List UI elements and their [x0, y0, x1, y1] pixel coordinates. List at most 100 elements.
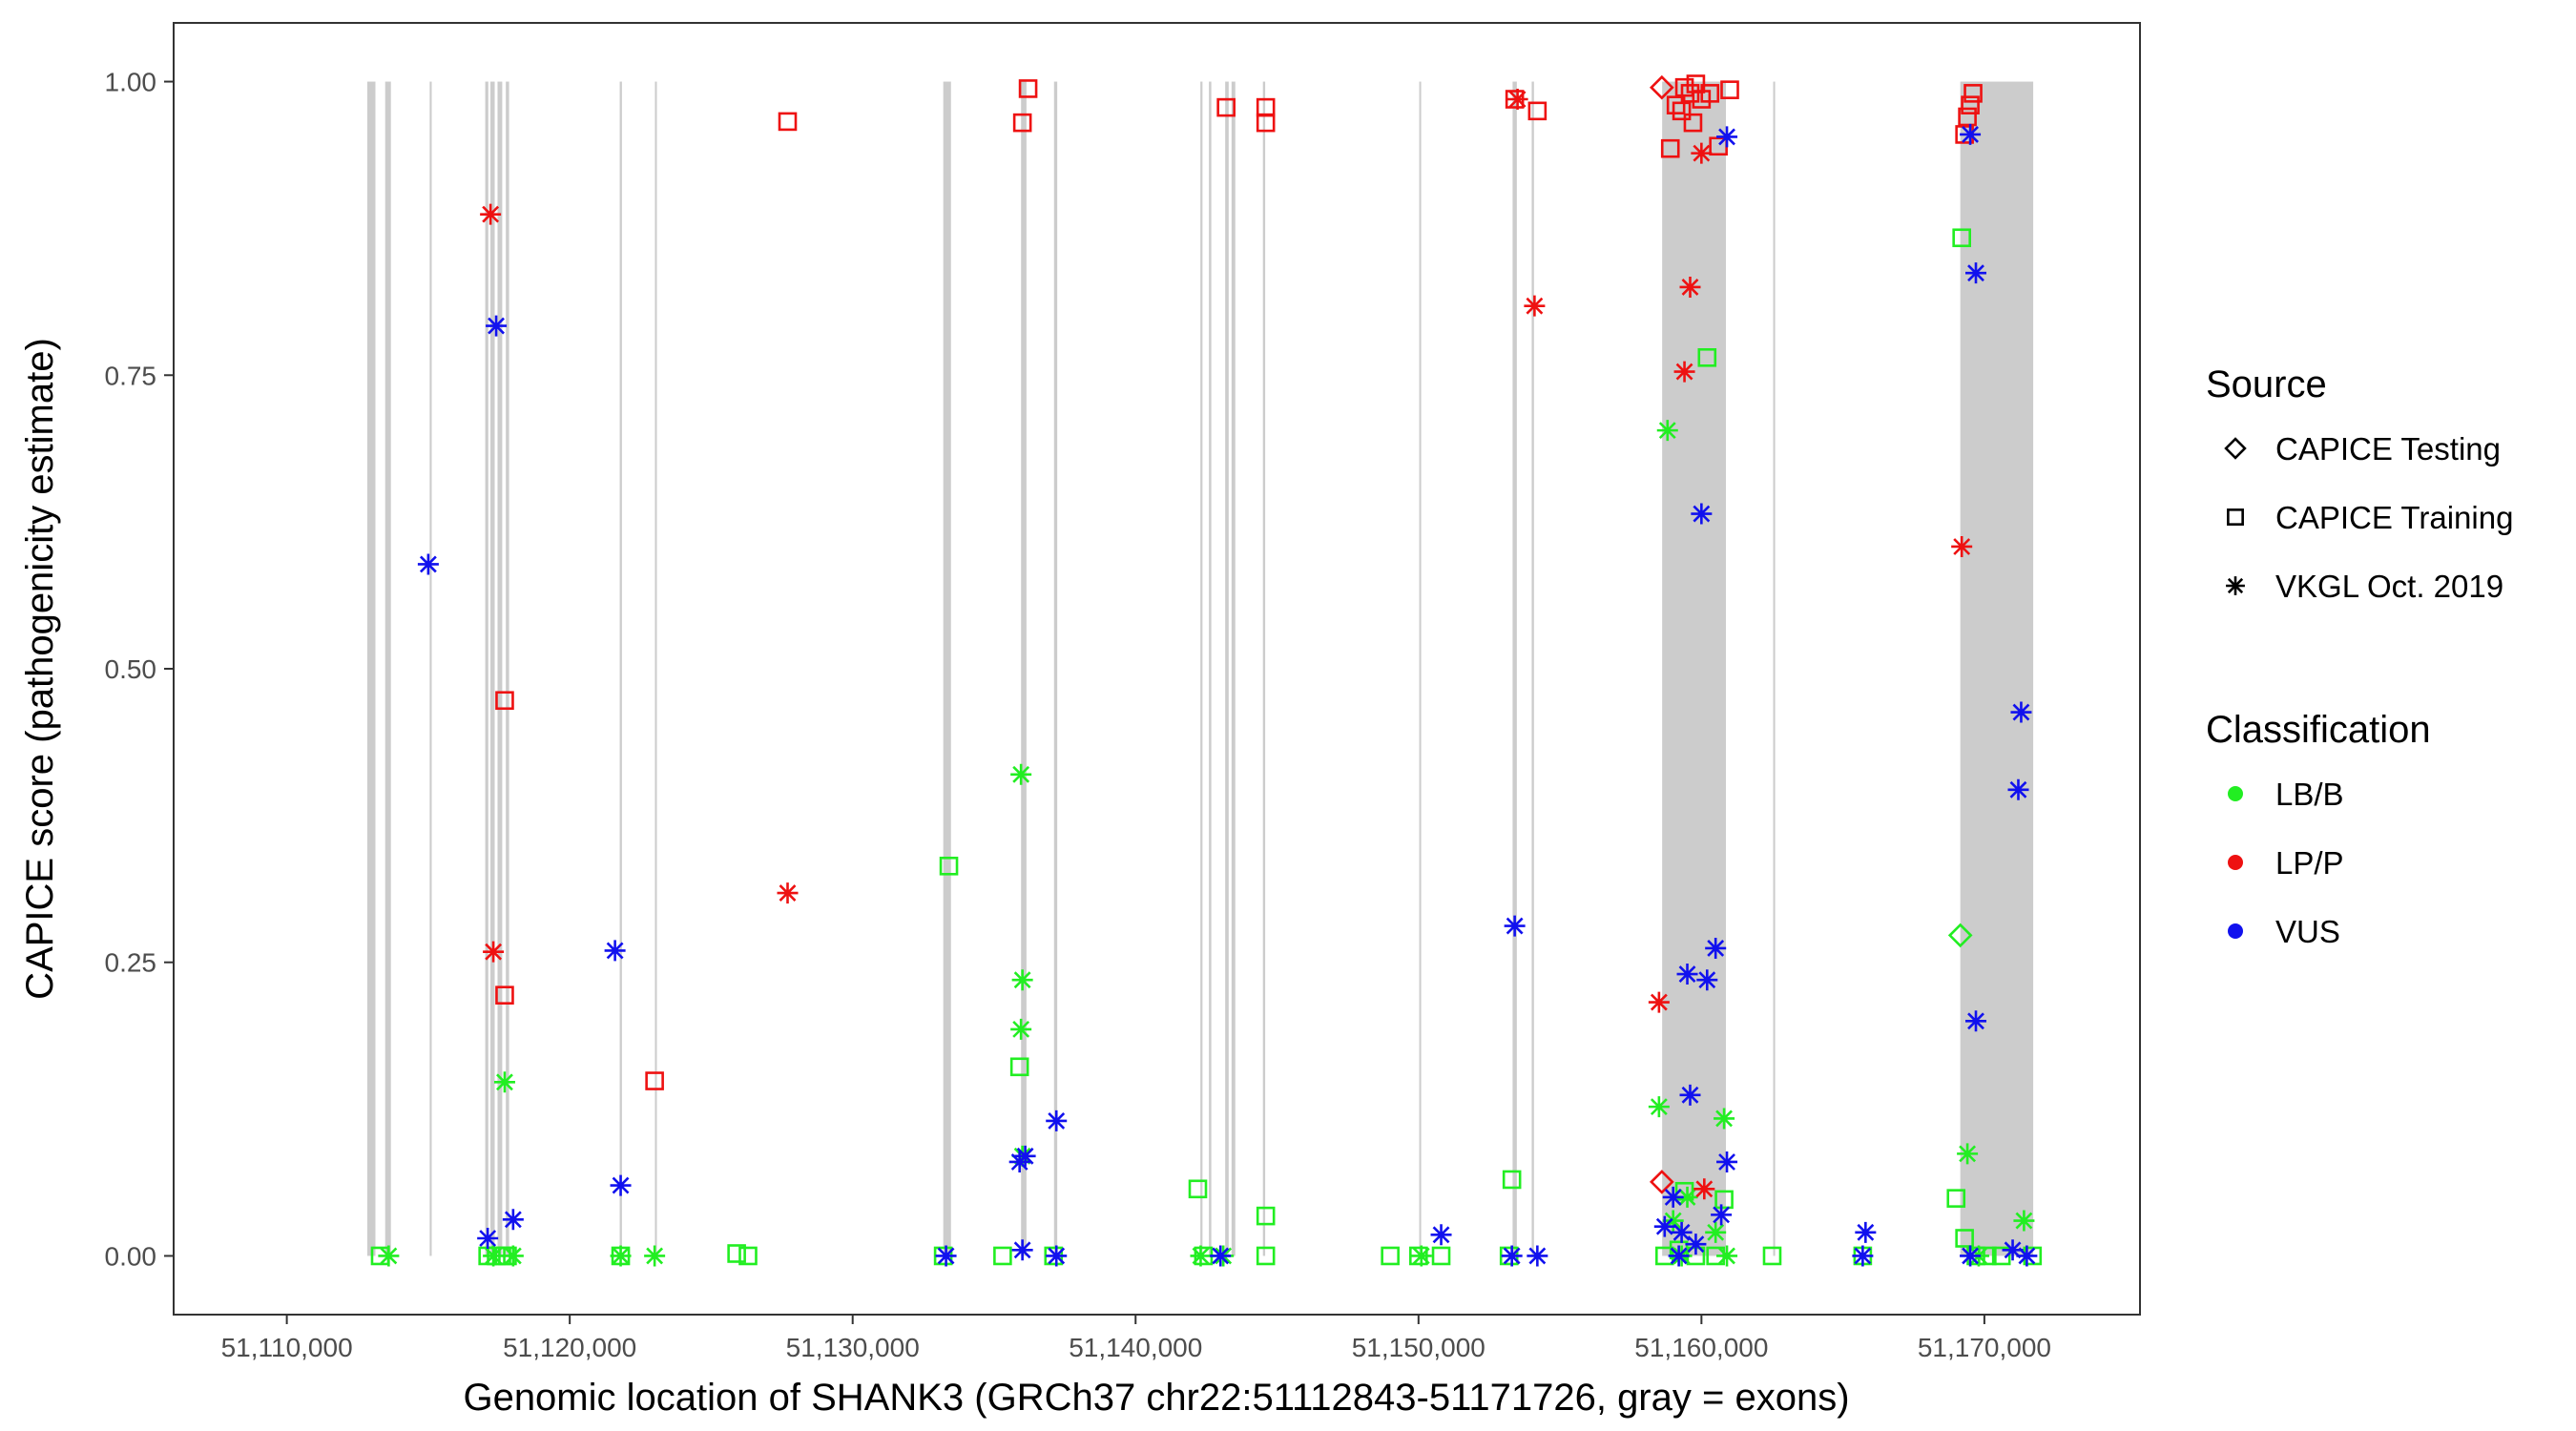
data-point — [1716, 1245, 1738, 1267]
data-point — [1965, 262, 1986, 284]
data-point — [610, 1174, 632, 1196]
data-point — [1693, 1178, 1715, 1200]
data-point — [477, 1227, 499, 1249]
exon-band-16 — [1262, 81, 1266, 1256]
data-point — [1705, 1221, 1727, 1243]
data-point — [1011, 969, 1033, 991]
axes: 51,110,000 51,120,000 51,130,000 51,140,000… — [105, 68, 2051, 1362]
data-point — [2002, 1239, 2024, 1261]
data-point — [2010, 701, 2032, 723]
data-point — [1410, 1245, 1432, 1267]
data-point — [1952, 228, 1971, 248]
exon-band-6 — [506, 81, 509, 1256]
data-point — [1666, 95, 1686, 114]
series-capice-training-lb-b — [370, 228, 2043, 1266]
exon-band-18 — [1512, 81, 1517, 1256]
data-point — [1216, 97, 1236, 117]
data-point — [1662, 1186, 1684, 1208]
legend-classification-items: LB/B LP/P VUS — [2228, 777, 2344, 949]
legend-source-title: Source — [2206, 363, 2327, 405]
data-point — [1855, 1221, 1877, 1243]
data-point — [610, 1245, 632, 1267]
series-capice-testing-lp-p — [1649, 74, 1674, 1194]
data-point — [1716, 1151, 1738, 1172]
data-point — [993, 1246, 1012, 1266]
data-point — [2007, 778, 2029, 800]
y-tick-label: 1.00 — [105, 68, 157, 97]
series-capice-testing-lb-b — [1947, 923, 1973, 948]
data-point — [480, 203, 502, 225]
exon-band-9 — [943, 81, 951, 1256]
legend-label: LP/P — [2275, 845, 2344, 881]
data-point — [1649, 74, 1674, 100]
data-point — [777, 882, 799, 904]
legend-key-diamond — [2224, 437, 2247, 460]
y-axis-title: CAPICE score (pathogenicity estimate) — [19, 338, 61, 1000]
data-point — [1527, 1245, 1548, 1267]
data-point — [1012, 113, 1032, 133]
data-point — [1958, 107, 1977, 127]
exon-band-2 — [429, 81, 432, 1256]
exon-bands — [366, 81, 2034, 1256]
data-point — [1009, 1057, 1029, 1077]
data-point — [1963, 84, 1983, 103]
data-point — [939, 856, 959, 876]
exon-band-22 — [1960, 81, 2034, 1256]
data-point — [1649, 1170, 1674, 1194]
data-point — [1010, 1018, 1032, 1040]
data-point — [1691, 503, 1713, 525]
data-point — [1010, 763, 1032, 785]
x-tick-label: 51,120,000 — [503, 1333, 636, 1362]
data-point — [502, 1209, 524, 1231]
data-point — [1672, 101, 1692, 121]
y-tick-label: 0.75 — [105, 361, 157, 390]
legend-key-asterisk — [2226, 576, 2245, 595]
exon-band-14 — [1225, 81, 1229, 1256]
legend-label: LB/B — [2275, 777, 2344, 812]
data-point — [1656, 420, 1678, 442]
data-point — [1430, 1224, 1452, 1246]
exon-band-4 — [490, 81, 495, 1256]
data-point — [1714, 1190, 1734, 1210]
data-point — [1501, 1245, 1523, 1267]
data-point — [1720, 80, 1739, 99]
data-point — [1714, 1108, 1735, 1130]
legend-source-items: CAPICE Testing CAPICE Training VKGL Oct. 2… — [2224, 431, 2513, 604]
data-point — [1256, 1206, 1276, 1226]
data-point — [1700, 84, 1720, 103]
data-point — [1679, 1084, 1701, 1106]
data-point — [1691, 142, 1713, 164]
exon-band-5 — [497, 81, 503, 1256]
legend-label: VKGL Oct. 2019 — [2275, 569, 2503, 604]
data-point — [1660, 138, 1680, 158]
exon-band-21 — [1773, 81, 1776, 1256]
data-point — [1960, 1245, 1982, 1267]
legend: Source CAPICE Testing CAPICE Training VKGL… — [2206, 363, 2513, 949]
data-point — [1648, 1096, 1670, 1118]
data-point — [1676, 1186, 1698, 1208]
data-point — [1011, 1239, 1033, 1261]
data-points — [370, 74, 2043, 1267]
data-point — [1711, 1204, 1733, 1226]
data-point — [1957, 1143, 1979, 1165]
data-point — [1991, 1246, 2011, 1266]
data-point — [2016, 1245, 2038, 1267]
x-tick-label: 51,130,000 — [786, 1333, 920, 1362]
series-capice-training-lp-p — [495, 74, 1983, 1090]
legend-key-square — [2227, 508, 2244, 526]
exon-band-10 — [1021, 81, 1027, 1256]
x-tick-label: 51,150,000 — [1352, 1333, 1485, 1362]
data-point — [1018, 79, 1038, 98]
legend-label: CAPICE Testing — [2275, 431, 2501, 467]
data-point — [1951, 535, 1973, 557]
data-point — [1961, 95, 1980, 114]
data-point — [502, 1245, 524, 1267]
data-point — [1697, 348, 1717, 367]
exon-band-0 — [366, 81, 376, 1256]
exon-band-20 — [1662, 81, 1727, 1256]
data-point — [1014, 1145, 1036, 1167]
data-point — [604, 940, 626, 962]
data-point — [778, 112, 798, 132]
legend-key-dot — [2228, 786, 2243, 801]
data-point — [738, 1246, 758, 1266]
